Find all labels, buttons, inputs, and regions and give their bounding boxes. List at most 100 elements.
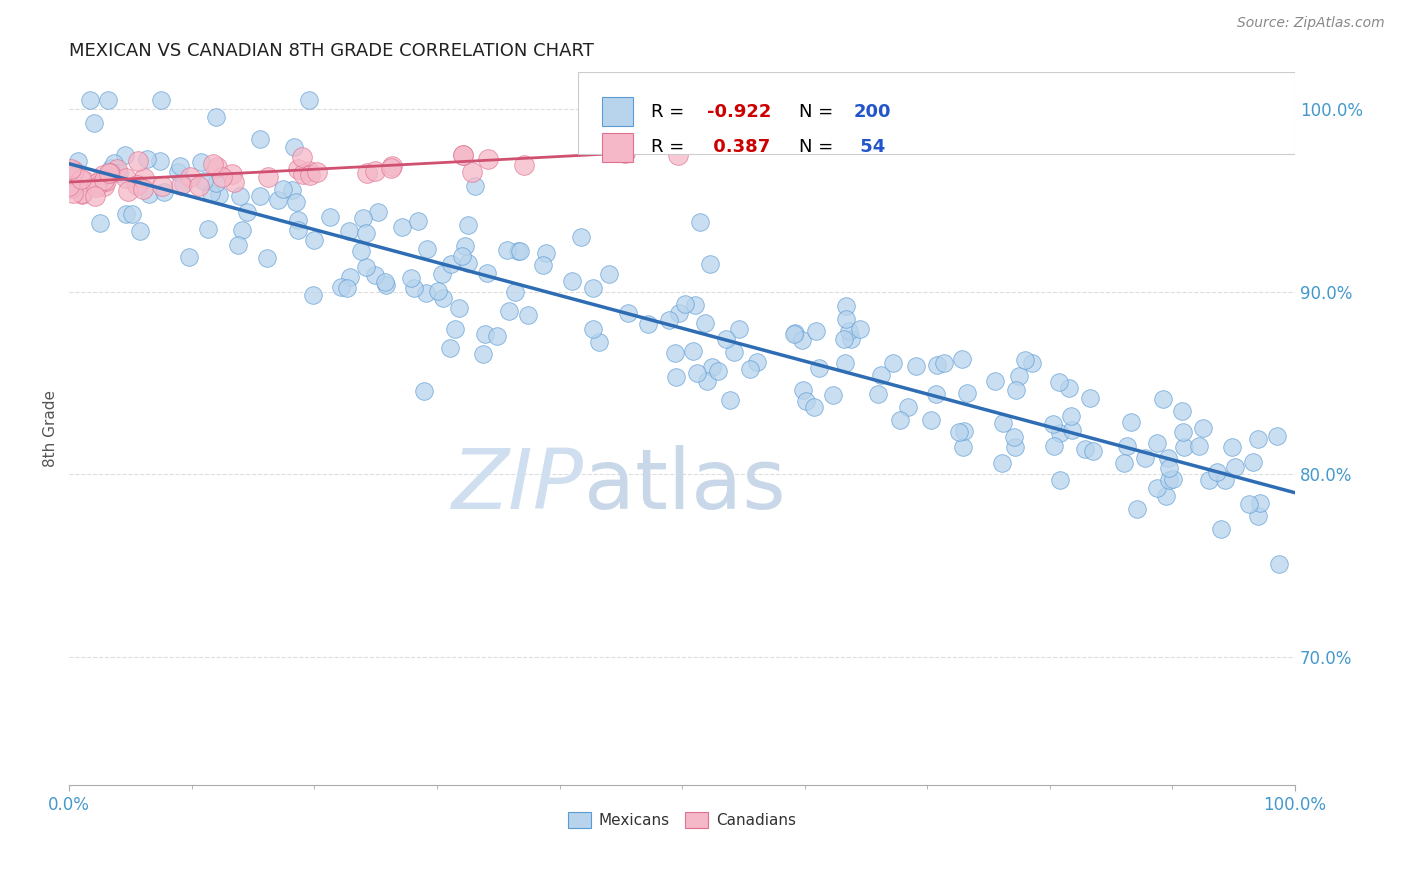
Point bbox=[1267, 429, 1289, 443]
Point bbox=[952, 424, 974, 438]
Point bbox=[131, 182, 153, 196]
Point bbox=[1156, 451, 1178, 466]
Point bbox=[474, 327, 496, 342]
Point bbox=[301, 287, 323, 301]
Point bbox=[508, 244, 530, 258]
Point bbox=[256, 252, 278, 266]
Point bbox=[93, 178, 115, 193]
Point bbox=[582, 321, 605, 335]
Point bbox=[451, 148, 474, 162]
Point bbox=[1213, 473, 1236, 487]
Point bbox=[103, 156, 125, 170]
Point bbox=[984, 374, 1007, 388]
Point bbox=[229, 189, 252, 203]
Point bbox=[451, 249, 474, 263]
Point bbox=[1241, 455, 1264, 469]
Point bbox=[115, 207, 138, 221]
Point bbox=[955, 385, 977, 400]
Point bbox=[114, 170, 136, 185]
Point bbox=[1042, 417, 1064, 432]
Point bbox=[381, 159, 404, 173]
Point bbox=[1206, 466, 1229, 480]
Point bbox=[62, 186, 84, 201]
Point bbox=[307, 165, 329, 179]
Y-axis label: 8th Grade: 8th Grade bbox=[44, 391, 58, 467]
Point bbox=[685, 298, 707, 312]
Point bbox=[1161, 472, 1184, 486]
Point bbox=[447, 301, 470, 316]
Point bbox=[1021, 356, 1043, 370]
Text: 200: 200 bbox=[853, 103, 891, 120]
Point bbox=[356, 166, 378, 180]
Point bbox=[794, 394, 817, 409]
Text: Source: ZipAtlas.com: Source: ZipAtlas.com bbox=[1237, 16, 1385, 30]
Point bbox=[58, 178, 80, 193]
Point bbox=[454, 239, 477, 253]
Point bbox=[267, 194, 290, 208]
Point bbox=[932, 356, 955, 370]
Point bbox=[339, 269, 361, 284]
Point bbox=[202, 157, 225, 171]
Point bbox=[108, 166, 131, 180]
Point bbox=[127, 153, 149, 168]
Point bbox=[1049, 473, 1071, 487]
Point bbox=[364, 164, 387, 178]
Point bbox=[367, 205, 389, 219]
Point bbox=[714, 332, 737, 346]
Point bbox=[349, 244, 371, 258]
Point bbox=[808, 361, 831, 376]
Point bbox=[889, 413, 911, 427]
Point bbox=[1222, 440, 1244, 454]
Point bbox=[391, 219, 413, 234]
Point bbox=[1146, 436, 1168, 450]
Point bbox=[1154, 489, 1177, 503]
Point bbox=[208, 188, 231, 202]
Point bbox=[287, 223, 309, 237]
Point bbox=[136, 152, 159, 166]
Point bbox=[952, 441, 974, 455]
Point bbox=[834, 299, 856, 313]
Text: -0.922: -0.922 bbox=[707, 103, 770, 120]
Point bbox=[98, 166, 121, 180]
Point bbox=[457, 218, 479, 232]
Point bbox=[747, 355, 769, 369]
Point bbox=[509, 244, 531, 259]
Point bbox=[1005, 383, 1028, 397]
Point bbox=[582, 281, 605, 295]
Point bbox=[287, 212, 309, 227]
Point bbox=[1268, 558, 1291, 572]
Point bbox=[1157, 473, 1180, 487]
Point bbox=[134, 171, 156, 186]
Point bbox=[486, 329, 509, 343]
Point bbox=[696, 374, 718, 388]
Point bbox=[257, 169, 280, 184]
Point bbox=[1081, 444, 1104, 458]
Point bbox=[464, 178, 486, 193]
Point bbox=[1157, 460, 1180, 475]
Point bbox=[1146, 481, 1168, 495]
Point bbox=[291, 167, 314, 181]
Point bbox=[882, 356, 904, 370]
Point bbox=[924, 386, 946, 401]
Point bbox=[98, 166, 121, 180]
FancyBboxPatch shape bbox=[602, 97, 633, 126]
Point bbox=[336, 280, 359, 294]
Point bbox=[461, 165, 484, 179]
Text: R =: R = bbox=[651, 138, 690, 156]
Point bbox=[364, 268, 387, 282]
FancyBboxPatch shape bbox=[602, 133, 633, 161]
Point bbox=[271, 182, 294, 196]
Point bbox=[665, 370, 688, 384]
Point bbox=[1247, 432, 1270, 446]
Point bbox=[723, 345, 745, 359]
Point bbox=[1114, 456, 1136, 470]
Point bbox=[100, 161, 122, 175]
Point bbox=[1170, 404, 1192, 418]
Point bbox=[950, 351, 973, 366]
Point bbox=[59, 162, 82, 177]
Point bbox=[236, 205, 259, 219]
Point bbox=[249, 132, 271, 146]
Point bbox=[1249, 496, 1271, 510]
Text: N =: N = bbox=[799, 103, 838, 120]
Point bbox=[658, 313, 681, 327]
